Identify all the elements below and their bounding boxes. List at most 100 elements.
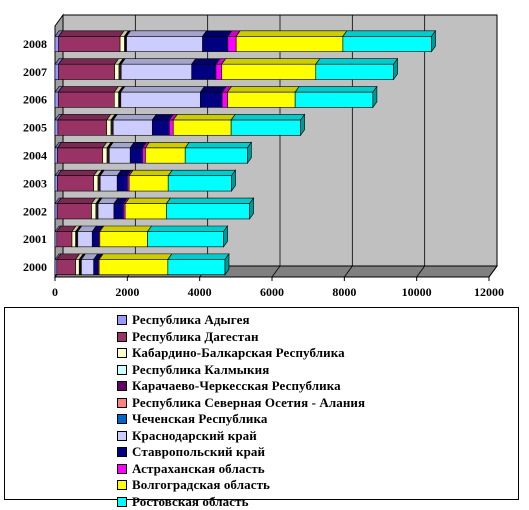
- y-tick-label: 2006: [23, 93, 47, 107]
- bar-segment-top: [295, 87, 377, 93]
- legend-swatch: [117, 464, 127, 474]
- bar-segment-top: [185, 142, 251, 148]
- bar-segment: [231, 120, 300, 135]
- bar-segment: [109, 148, 130, 163]
- bar-segment: [92, 231, 99, 246]
- x-tick-label: 12000: [474, 285, 504, 299]
- bar-segment: [121, 64, 192, 79]
- bar-segment-top: [343, 31, 436, 37]
- bar-segment: [145, 148, 185, 163]
- legend-item: Ростовская область: [117, 494, 365, 510]
- legend-item: Кабардино-Балкарская Республика: [117, 345, 365, 362]
- legend-item: Республика Адыгея: [117, 312, 365, 329]
- legend-swatch: [117, 497, 127, 507]
- bar-segment-top: [228, 87, 300, 93]
- y-tick-label: 2000: [23, 260, 47, 274]
- bar-segment: [236, 36, 343, 51]
- legend-swatch: [117, 381, 127, 391]
- bar-segment-top: [58, 114, 111, 120]
- bar-segment: [228, 92, 296, 107]
- legend-swatch: [117, 480, 127, 490]
- bar-segment: [114, 204, 123, 219]
- x-tick-label: 8000: [332, 285, 356, 299]
- bar-segment-top: [203, 31, 232, 37]
- bar-segment-top: [59, 31, 124, 37]
- bar-segment-top: [200, 87, 226, 93]
- bar-segment-top: [58, 87, 118, 93]
- legend-swatch: [117, 348, 127, 358]
- bar-segment: [143, 148, 146, 163]
- bar-segment: [222, 92, 227, 107]
- bar-segment-top: [57, 198, 95, 204]
- bar-segment-top: [59, 59, 119, 65]
- bar-segment-top: [236, 31, 347, 37]
- bar-segment: [58, 176, 94, 191]
- bar-segment: [92, 204, 96, 219]
- bar-segment: [94, 259, 98, 274]
- bar-segment: [59, 36, 120, 51]
- bar-segment: [78, 231, 92, 246]
- bar-segment-top: [192, 59, 220, 65]
- y-tick-label: 2002: [23, 204, 47, 218]
- legend-label: Ставропольский край: [132, 444, 265, 460]
- bar-segment-top: [316, 59, 398, 65]
- y-tick-label: 2004: [23, 149, 47, 163]
- x-tick-label: 0: [52, 285, 58, 299]
- bar-segment: [94, 176, 98, 191]
- y-tick-label: 2005: [23, 121, 47, 135]
- bar-segment: [295, 92, 373, 107]
- legend-item: Ставропольский край: [117, 444, 365, 461]
- legend-item: Республика Дагестан: [117, 329, 365, 346]
- bar-segment: [152, 120, 169, 135]
- bar-segment: [57, 231, 72, 246]
- bar-segment: [107, 120, 111, 135]
- y-tick-label: 2001: [23, 232, 47, 246]
- bar-segment: [59, 64, 115, 79]
- bar-segment: [166, 204, 249, 219]
- bar-segment: [114, 92, 118, 107]
- bar-segment: [58, 120, 107, 135]
- y-tick-label: 2003: [23, 176, 47, 190]
- legend-swatch: [117, 431, 127, 441]
- bar-segment-top: [113, 114, 156, 120]
- bar-segment: [173, 120, 231, 135]
- bar-segment: [58, 148, 103, 163]
- bar-segment-top: [145, 142, 189, 148]
- bar-segment: [72, 231, 76, 246]
- legend-swatch: [117, 414, 127, 424]
- bar-segment: [55, 204, 57, 219]
- bar-segment: [55, 148, 58, 163]
- legend-label: Республика Адыгея: [132, 312, 250, 328]
- bar-segment-top: [222, 59, 320, 65]
- y-tick-label: 2008: [23, 37, 47, 51]
- bar-segment: [76, 259, 80, 274]
- bar-segment-top: [58, 142, 107, 148]
- bar-segment: [55, 92, 58, 107]
- legend-swatch: [117, 447, 127, 457]
- legend-label: Краснодарский край: [132, 428, 257, 444]
- legend-label: Республика Северная Осетия - Алания: [132, 395, 365, 411]
- bar-segment: [200, 92, 222, 107]
- bar-segment-top: [129, 170, 172, 176]
- bar-segment-top: [121, 87, 205, 93]
- bar-segment: [168, 176, 231, 191]
- bar-segment-top: [148, 226, 228, 232]
- bar-segment: [130, 148, 142, 163]
- bar-segment-top: [125, 198, 170, 204]
- bar-segment: [98, 204, 114, 219]
- bar-segment: [120, 36, 124, 51]
- bar-segment: [185, 148, 247, 163]
- bar-segment-top: [231, 114, 304, 120]
- bar-segment: [99, 259, 168, 274]
- legend-swatch: [117, 365, 127, 375]
- bar-segment: [100, 231, 148, 246]
- bar-segment-top: [100, 226, 152, 232]
- bar-segment: [55, 36, 59, 51]
- bar-segment: [117, 176, 127, 191]
- x-tick-label: 4000: [188, 285, 212, 299]
- x-tick-label: 2000: [115, 285, 139, 299]
- x-tick-label: 6000: [260, 285, 284, 299]
- y-tick-label: 2007: [23, 65, 47, 79]
- bar-segment: [125, 204, 166, 219]
